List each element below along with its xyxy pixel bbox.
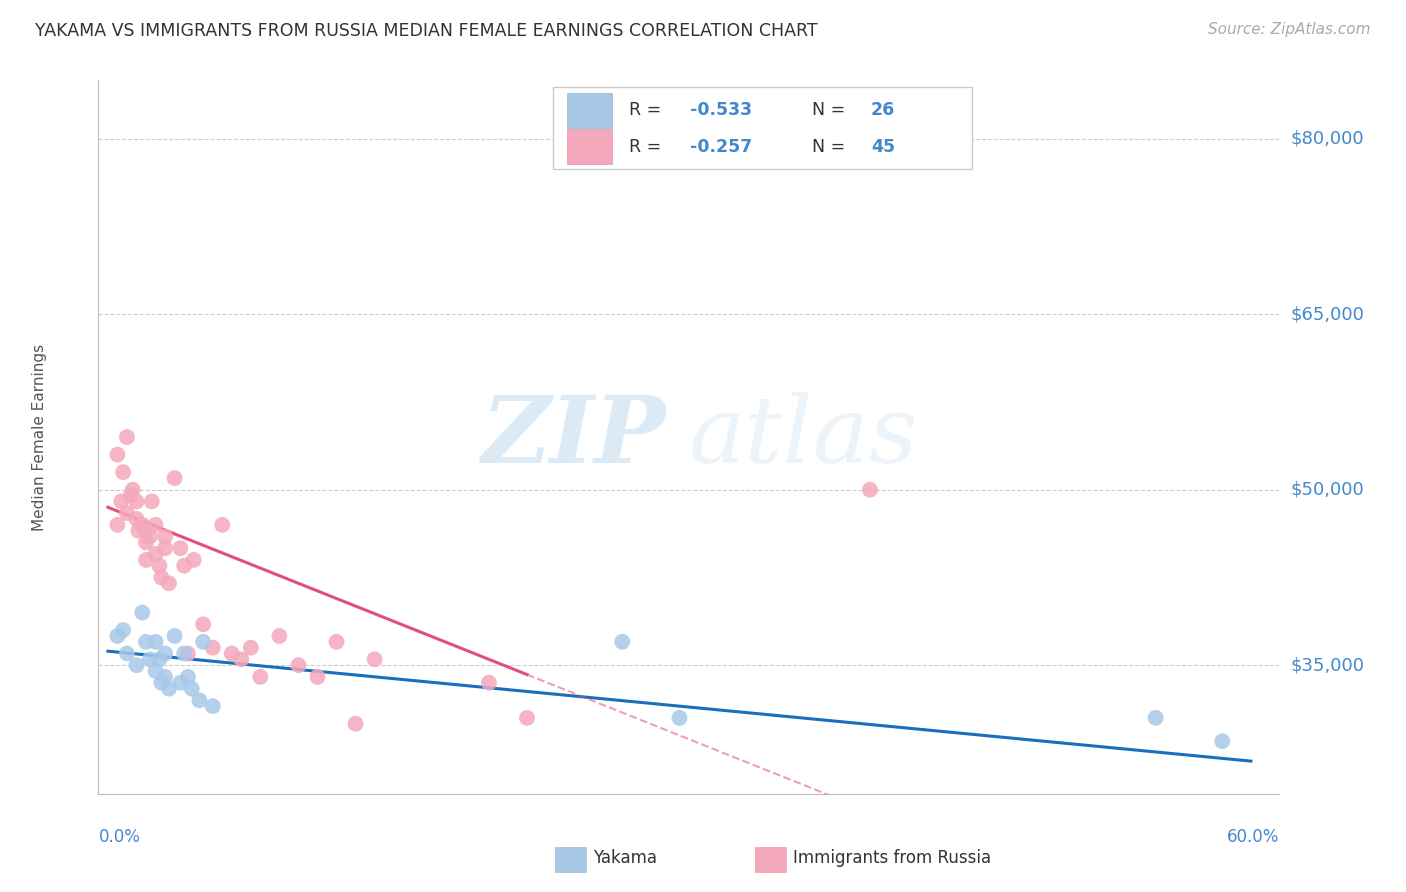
Point <box>121 483 143 497</box>
Point <box>131 606 153 620</box>
Point <box>125 512 148 526</box>
Point <box>180 681 202 696</box>
Text: 60.0%: 60.0% <box>1227 828 1279 847</box>
Text: $35,000: $35,000 <box>1291 657 1365 674</box>
Point <box>1144 711 1167 725</box>
Text: 45: 45 <box>870 137 896 155</box>
Point <box>668 711 690 725</box>
Point <box>211 517 233 532</box>
Point <box>115 506 138 520</box>
Text: N =: N = <box>811 137 851 155</box>
Point <box>150 675 173 690</box>
Point <box>107 629 129 643</box>
Point <box>153 647 176 661</box>
Point <box>516 711 538 725</box>
Point <box>325 635 347 649</box>
Point <box>125 658 148 673</box>
Point <box>269 629 291 643</box>
Text: Source: ZipAtlas.com: Source: ZipAtlas.com <box>1208 22 1371 37</box>
Point <box>112 465 135 479</box>
Bar <box>567 129 612 163</box>
Text: Immigrants from Russia: Immigrants from Russia <box>793 849 991 867</box>
Text: $50,000: $50,000 <box>1291 481 1364 499</box>
Point <box>859 483 882 497</box>
Point <box>115 647 138 661</box>
Point <box>135 535 157 549</box>
Text: R =: R = <box>628 137 666 155</box>
Point <box>363 652 385 666</box>
Text: 0.0%: 0.0% <box>98 828 141 847</box>
Point <box>135 553 157 567</box>
Point <box>239 640 262 655</box>
Point <box>188 693 211 707</box>
Point <box>163 629 186 643</box>
Point <box>249 670 271 684</box>
Bar <box>567 94 612 128</box>
Point <box>612 635 634 649</box>
Point <box>173 647 195 661</box>
Point <box>201 640 224 655</box>
Point <box>163 471 186 485</box>
FancyBboxPatch shape <box>553 87 973 169</box>
Point <box>201 699 224 714</box>
Point <box>169 675 191 690</box>
Point <box>169 541 191 556</box>
Point <box>107 448 129 462</box>
Point <box>145 517 167 532</box>
Point <box>139 529 162 543</box>
Point <box>135 524 157 538</box>
Text: Median Female Earnings: Median Female Earnings <box>32 343 46 531</box>
Point <box>287 658 309 673</box>
Point <box>193 617 215 632</box>
Text: 26: 26 <box>870 102 896 120</box>
Text: YAKAMA VS IMMIGRANTS FROM RUSSIA MEDIAN FEMALE EARNINGS CORRELATION CHART: YAKAMA VS IMMIGRANTS FROM RUSSIA MEDIAN … <box>35 22 818 40</box>
Point <box>125 494 148 508</box>
Point <box>1211 734 1233 748</box>
Point <box>131 517 153 532</box>
Text: Yakama: Yakama <box>593 849 658 867</box>
Text: R =: R = <box>628 102 666 120</box>
Point <box>307 670 329 684</box>
Point <box>148 652 170 666</box>
Point <box>193 635 215 649</box>
Point <box>139 652 162 666</box>
Text: $80,000: $80,000 <box>1291 129 1364 148</box>
Point <box>173 558 195 573</box>
Text: -0.533: -0.533 <box>690 102 752 120</box>
Point <box>153 670 176 684</box>
Point <box>115 430 138 444</box>
Point <box>153 529 176 543</box>
Point <box>153 541 176 556</box>
Point <box>157 576 180 591</box>
Text: atlas: atlas <box>689 392 918 482</box>
Point <box>120 489 142 503</box>
Point <box>145 547 167 561</box>
Point <box>344 716 367 731</box>
Point <box>112 623 135 637</box>
Point <box>183 553 205 567</box>
Point <box>157 681 180 696</box>
Text: N =: N = <box>811 102 851 120</box>
Point <box>478 675 501 690</box>
Point <box>127 524 149 538</box>
Point <box>107 517 129 532</box>
Point <box>150 570 173 584</box>
Point <box>177 670 200 684</box>
Text: $65,000: $65,000 <box>1291 305 1364 323</box>
Point <box>177 647 200 661</box>
Point <box>231 652 253 666</box>
Point <box>135 635 157 649</box>
Point <box>110 494 132 508</box>
Point <box>221 647 243 661</box>
Text: ZIP: ZIP <box>481 392 665 482</box>
Point <box>141 494 163 508</box>
Point <box>148 558 170 573</box>
Point <box>145 664 167 678</box>
Text: -0.257: -0.257 <box>690 137 752 155</box>
Point <box>145 635 167 649</box>
